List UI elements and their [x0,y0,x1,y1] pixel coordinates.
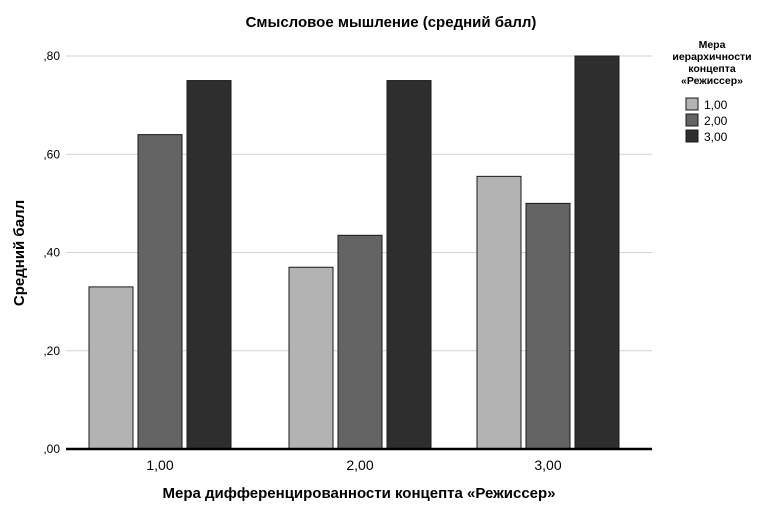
bar [288,266,334,450]
legend-item-label: 3,00 [704,130,728,144]
x-tick-label: 2,00 [346,457,373,473]
bar [386,80,432,450]
y-tick-label: ,40 [43,246,60,260]
bar [525,202,571,450]
legend-swatch [685,97,699,111]
y-tick-label: ,20 [43,344,60,358]
y-tick-label: ,60 [43,147,60,161]
x-tick-label: 1,00 [146,457,173,473]
legend-items: 1,00 2,00 3,00 [685,97,728,144]
y-axis-label: Средний балл [11,200,28,306]
bar [476,175,522,450]
bars [88,55,620,450]
x-tick-label: 3,00 [534,457,561,473]
bar [137,134,183,450]
x-tick-labels: 1,00 2,00 3,00 [146,457,561,473]
chart-title: Смысловое мышление (средний балл) [246,14,537,31]
legend-title-line: Мера [699,39,726,51]
y-tick-labels: ,00 ,20 ,40 ,60 ,80 [43,49,60,456]
legend-item-label: 1,00 [704,98,728,112]
y-tick-label: ,80 [43,49,60,63]
legend-swatch [685,113,699,127]
legend-swatch [685,129,699,143]
legend-title-line: иерархичности [672,51,751,63]
legend-title-line: «Режиссер» [681,75,743,87]
bar [337,234,383,450]
bar [186,80,232,450]
bar [88,286,134,450]
legend-item-label: 2,00 [704,114,728,128]
bar [574,55,620,450]
x-axis-label: Мера дифференцированности концепта «Режи… [162,485,555,502]
y-tick-label: ,00 [43,442,60,456]
legend-title-line: концепта [688,63,736,75]
